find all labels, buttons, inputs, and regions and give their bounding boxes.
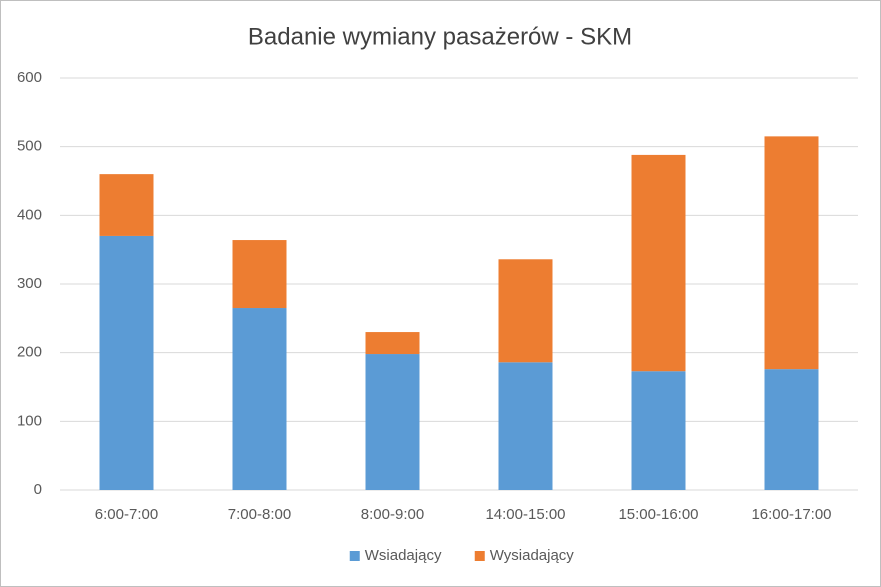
bar-segment — [498, 362, 553, 490]
legend-label: Wysiadający — [490, 547, 575, 564]
bar-segment — [232, 240, 287, 309]
bar-segment — [631, 154, 686, 372]
legend-swatch — [474, 551, 485, 561]
y-tick-label: 200 — [17, 344, 42, 361]
bar-segment — [99, 174, 154, 236]
bar-segment — [99, 235, 154, 490]
x-tick-label: 6:00-7:00 — [95, 506, 158, 523]
x-tick-label: 15:00-16:00 — [618, 506, 698, 523]
y-tick-label: 500 — [17, 138, 42, 155]
x-tick-label: 8:00-9:00 — [361, 506, 424, 523]
legend-swatch — [349, 551, 360, 561]
x-tick-label: 16:00-17:00 — [751, 506, 831, 523]
legend-label: Wsiadający — [365, 547, 442, 564]
bar-segment — [232, 308, 287, 490]
y-tick-label: 600 — [17, 69, 42, 86]
bar-segment — [498, 259, 553, 363]
y-tick-label: 0 — [34, 481, 42, 498]
y-tick-label: 400 — [17, 206, 42, 223]
x-tick-label: 7:00-8:00 — [228, 506, 291, 523]
y-tick-label: 100 — [17, 412, 42, 429]
bar-segment — [764, 136, 819, 370]
bar-segment — [365, 354, 420, 490]
bar-segment — [631, 371, 686, 490]
chart-title: Badanie wymiany pasażerów - SKM — [248, 23, 632, 50]
bar-segment — [365, 332, 420, 355]
bar-segment — [764, 369, 819, 490]
y-tick-label: 300 — [17, 275, 42, 292]
x-tick-label: 14:00-15:00 — [485, 506, 565, 523]
